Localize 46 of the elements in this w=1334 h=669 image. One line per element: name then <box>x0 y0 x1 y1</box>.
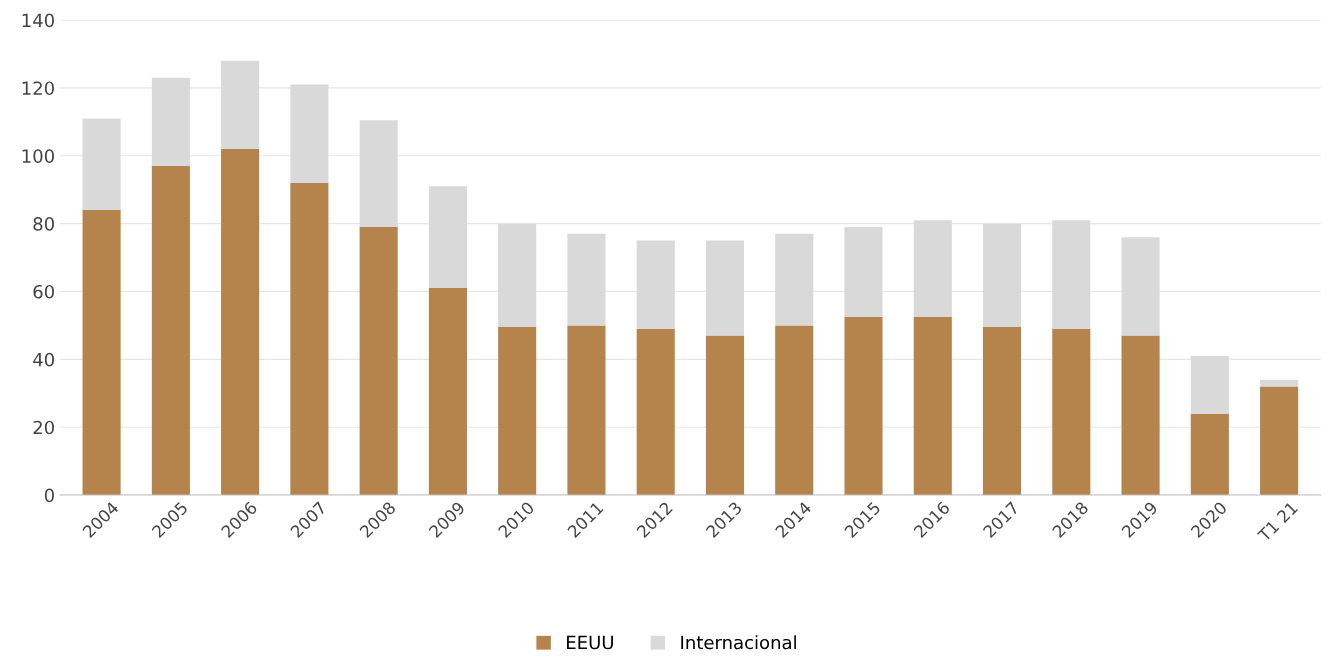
bar <box>1052 328 1091 496</box>
bar <box>221 149 260 496</box>
bar <box>775 233 814 326</box>
bar <box>1190 355 1229 414</box>
legend-label: Internacional <box>681 635 796 650</box>
bar <box>775 325 814 496</box>
bar <box>1121 237 1160 336</box>
bar <box>498 223 537 328</box>
y-tick-label: 60 <box>33 284 54 299</box>
bar <box>359 227 398 496</box>
bar <box>982 223 1022 328</box>
legend-label: EEUU <box>567 635 613 650</box>
bar <box>359 120 398 228</box>
bar <box>705 240 745 336</box>
bar <box>982 327 1022 496</box>
bar <box>1052 220 1091 329</box>
bar <box>498 327 537 496</box>
y-tick-label: 20 <box>33 420 54 435</box>
bar <box>844 227 883 317</box>
bar <box>1260 386 1299 496</box>
bar <box>913 316 952 496</box>
bar <box>82 210 121 496</box>
bar <box>290 84 329 183</box>
y-tick-label: 100 <box>22 149 54 163</box>
x-tick-label: T1 21 <box>1256 501 1298 543</box>
y-tick-label: 140 <box>22 13 54 28</box>
bar <box>428 288 467 496</box>
bar <box>151 77 190 166</box>
bar <box>82 118 121 211</box>
bar <box>567 325 606 496</box>
bar <box>913 220 952 317</box>
y-tick-label: 0 <box>44 488 54 503</box>
bar <box>636 240 675 329</box>
bar <box>151 165 190 496</box>
y-tick-label: 40 <box>33 352 54 367</box>
bar <box>221 60 260 149</box>
bar <box>567 233 606 326</box>
y-tick-label: 120 <box>22 81 54 96</box>
bar <box>705 335 745 496</box>
bar <box>1190 413 1229 496</box>
bar <box>636 328 675 496</box>
bar <box>290 182 329 496</box>
bar <box>844 316 883 496</box>
y-tick-label: 80 <box>33 217 54 231</box>
bar <box>428 186 467 289</box>
bar <box>1121 335 1160 496</box>
